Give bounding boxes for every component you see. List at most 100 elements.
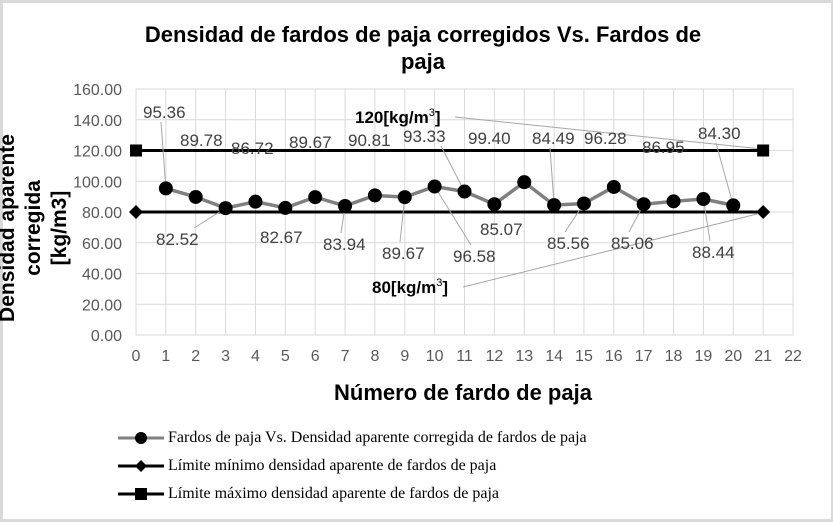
- circle-marker-icon: [367, 188, 382, 203]
- x-tick-label: 14: [545, 348, 563, 365]
- x-tick-label: 12: [485, 348, 503, 365]
- diamond-marker-icon: [756, 205, 771, 219]
- x-tick-label: 5: [281, 348, 290, 365]
- data-label: 90.81: [348, 131, 391, 150]
- data-label: 84.49: [532, 129, 575, 148]
- circle-marker-icon: [636, 197, 651, 212]
- data-label-leader: [702, 198, 711, 242]
- circle-marker-icon: [487, 197, 502, 212]
- circle-marker-icon: [606, 179, 621, 194]
- circle-marker-icon: [308, 190, 323, 205]
- y-tick-label: 0.00: [91, 328, 122, 345]
- x-tick-label: 10: [426, 348, 444, 365]
- circle-marker-icon: [338, 198, 353, 213]
- y-tick-label: 160.00: [73, 82, 122, 99]
- square-marker-icon: [118, 488, 164, 500]
- y-tick-label: 120.00: [73, 144, 122, 161]
- data-label: 85.06: [611, 234, 654, 253]
- circle-marker-icon: [696, 192, 711, 207]
- x-tick-label: 4: [251, 348, 260, 365]
- circle-marker-icon: [278, 200, 293, 215]
- legend-label: Fardos de paja Vs. Densidad aparente cor…: [168, 429, 587, 446]
- legend-label: Límite máximo densidad aparente de fardo…: [168, 485, 499, 502]
- data-label-leader: [399, 197, 406, 243]
- x-tick-label: 11: [456, 348, 473, 365]
- x-tick-label: 21: [754, 348, 772, 365]
- diamond-marker-icon: [129, 205, 143, 219]
- min-limit-annotation: 80[kg/m3]: [372, 277, 448, 297]
- data-label: 82.67: [260, 228, 303, 247]
- x-tick-label: 1: [161, 348, 170, 365]
- circle-marker-icon: [427, 179, 442, 194]
- circle-marker-icon: [547, 198, 562, 213]
- x-tick-label: 18: [665, 348, 683, 365]
- x-tick-label: 2: [191, 348, 200, 365]
- data-label: 85.07: [480, 220, 523, 239]
- x-tick-label: 3: [221, 348, 230, 365]
- x-tick-label: 13: [515, 348, 533, 365]
- data-label: 89.67: [382, 244, 425, 263]
- circle-marker-icon: [118, 432, 164, 444]
- data-label: 86.72: [231, 139, 274, 158]
- data-label: 84.30: [698, 124, 741, 143]
- legend: Fardos de paja Vs. Densidad aparente cor…: [118, 424, 587, 508]
- legend-item-max-limit[interactable]: Límite máximo densidad aparente de fardo…: [118, 480, 587, 508]
- chart-title-line-2: paja: [400, 49, 446, 74]
- circle-marker-icon: [397, 190, 412, 205]
- circle-marker-icon: [576, 196, 591, 211]
- y-tick-label: 100.00: [73, 174, 122, 191]
- x-tick-label: 20: [724, 348, 742, 365]
- x-tick-label: 16: [605, 348, 623, 365]
- x-tick-label: 22: [784, 348, 802, 365]
- data-label: 89.67: [289, 133, 332, 152]
- y-tick-label: 140.00: [73, 113, 122, 130]
- data-label: 85.56: [547, 234, 590, 253]
- x-tick-label: 0: [132, 348, 141, 365]
- legend-item-series[interactable]: Fardos de paja Vs. Densidad aparente cor…: [118, 424, 587, 452]
- data-label: 88.44: [692, 243, 735, 262]
- data-label: 96.58: [453, 247, 496, 266]
- max-limit-annotation: 120[kg/m3]: [355, 107, 441, 127]
- annotation-leader-max: [454, 116, 758, 149]
- data-label-leader: [434, 186, 472, 246]
- circle-marker-icon: [218, 201, 233, 216]
- circle-marker-icon: [188, 189, 203, 204]
- data-label: 93.33: [403, 127, 446, 146]
- x-tick-label: 19: [695, 348, 713, 365]
- y-tick-label: 80.00: [82, 205, 122, 222]
- x-axis-title: Número de fardo de paja: [334, 380, 592, 405]
- data-label: 86.95: [642, 138, 685, 157]
- diamond-marker-icon: [118, 460, 164, 472]
- chart-title-line-1: Densidad de fardos de paja corregidos Vs…: [144, 22, 702, 47]
- x-tick-label: 9: [400, 348, 409, 365]
- x-tick-label: 17: [635, 348, 653, 365]
- square-marker-icon: [130, 144, 142, 157]
- data-label: 89.78: [180, 131, 223, 150]
- data-label: 83.94: [323, 235, 366, 254]
- x-tick-label: 7: [341, 348, 350, 365]
- x-tick-label: 6: [311, 348, 320, 365]
- y-tick-label: 60.00: [82, 236, 122, 253]
- data-label: 99.40: [468, 129, 511, 148]
- x-tick-label: 15: [575, 348, 593, 365]
- circle-marker-icon: [457, 184, 472, 199]
- x-tick-label: 8: [370, 348, 379, 365]
- data-label: 96.28: [584, 129, 627, 148]
- circle-marker-icon: [248, 194, 263, 209]
- data-label-leader: [440, 145, 465, 192]
- y-tick-label: 20.00: [82, 297, 122, 314]
- legend-item-min-limit[interactable]: Límite mínimo densidad aparente de fardo…: [118, 452, 587, 480]
- circle-marker-icon: [517, 175, 532, 190]
- data-label-leader: [160, 121, 167, 189]
- data-label-leader: [549, 147, 555, 206]
- data-label: 95.36: [143, 103, 186, 122]
- chart-title: Densidad de fardos de paja corregidos Vs…: [83, 21, 763, 75]
- data-label-leader: [715, 142, 734, 206]
- y-tick-label: 40.00: [82, 267, 122, 284]
- data-label: 82.52: [156, 230, 199, 249]
- legend-label: Límite mínimo densidad aparente de fardo…: [168, 457, 497, 474]
- circle-marker-icon: [726, 198, 741, 213]
- circle-marker-icon: [666, 194, 681, 209]
- circle-marker-icon: [158, 181, 173, 196]
